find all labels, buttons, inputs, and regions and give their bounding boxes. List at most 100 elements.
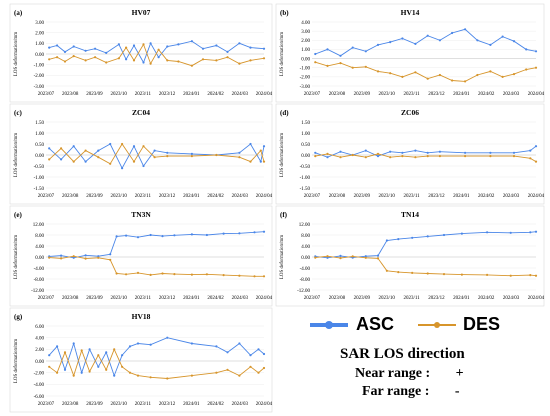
data-point-asc bbox=[351, 46, 354, 49]
data-point-des bbox=[512, 155, 516, 158]
x-tick-label: 2024/02 bbox=[478, 194, 495, 199]
y-tick-label: 0.00 bbox=[35, 154, 44, 159]
data-point-des bbox=[166, 59, 169, 62]
data-point-des bbox=[48, 256, 51, 259]
x-tick-label: 2023/08 bbox=[329, 92, 346, 97]
data-point-des bbox=[161, 272, 164, 275]
data-point-asc bbox=[249, 142, 252, 146]
data-point-des bbox=[262, 57, 266, 60]
data-point-asc bbox=[56, 44, 59, 47]
data-point-asc bbox=[190, 152, 193, 155]
data-point-asc bbox=[257, 348, 260, 351]
data-point-asc bbox=[97, 255, 100, 258]
data-point-asc bbox=[339, 54, 342, 57]
data-point-des bbox=[314, 61, 317, 64]
legend-asc-marker bbox=[325, 321, 333, 329]
y-tick-label: -12.00 bbox=[31, 289, 44, 294]
y-tick-label: 12.00 bbox=[299, 223, 311, 228]
data-point-asc bbox=[132, 44, 136, 47]
x-tick-label: 2024/03 bbox=[232, 194, 249, 199]
x-tick-label: 2024/01 bbox=[183, 92, 200, 97]
data-point-des bbox=[215, 153, 218, 157]
data-point-des bbox=[314, 256, 317, 259]
x-tick-label: 2023/09 bbox=[86, 402, 103, 407]
y-tick-label: -1.50 bbox=[300, 187, 311, 192]
data-point-asc bbox=[226, 351, 229, 354]
data-point-des bbox=[339, 62, 342, 65]
data-point-des bbox=[190, 155, 193, 158]
data-point-des bbox=[132, 160, 136, 163]
panel-letter: (c) bbox=[14, 109, 22, 117]
data-point-des bbox=[249, 365, 252, 368]
x-tick-label: 2023/08 bbox=[62, 92, 79, 97]
data-point-des bbox=[464, 155, 467, 158]
y-tick-label: -1.50 bbox=[34, 187, 45, 192]
data-point-des bbox=[529, 157, 532, 160]
data-point-des bbox=[63, 351, 67, 354]
x-tick-label: 2024/02 bbox=[478, 92, 495, 97]
x-tick-label: 2023/11 bbox=[403, 296, 420, 301]
data-point-asc bbox=[253, 231, 256, 234]
chart-panel-zc04: (c) ZC04 LOS deformation/mm 1.50 1.00 0.50 0.0… bbox=[9, 103, 273, 205]
data-point-asc bbox=[397, 238, 400, 241]
data-point-des bbox=[149, 62, 152, 65]
y-axis-label: LOS deformation/mm bbox=[280, 133, 285, 177]
far-range-row: Far range : - bbox=[362, 384, 460, 400]
y-tick-label: -3.00 bbox=[300, 85, 311, 90]
legend-swatches bbox=[310, 321, 456, 329]
data-point-des bbox=[97, 256, 100, 259]
y-tick-label: 0.50 bbox=[35, 143, 44, 148]
data-point-asc bbox=[72, 256, 75, 259]
data-point-asc bbox=[489, 43, 492, 47]
data-point-des bbox=[190, 64, 193, 67]
data-point-des bbox=[56, 371, 59, 374]
data-point-des bbox=[121, 142, 124, 146]
x-tick-label: 2023/07 bbox=[304, 92, 321, 97]
data-point-asc bbox=[153, 149, 156, 152]
data-point-asc bbox=[529, 149, 532, 152]
data-point-des bbox=[177, 60, 180, 63]
data-point-asc bbox=[238, 151, 241, 154]
data-point-des bbox=[88, 370, 91, 373]
x-tick-label: 2024/01 bbox=[183, 296, 200, 301]
chart-panel-hv14: (b) HV14 LOS deformation/mm 4.00 3.00 2.00 1.0… bbox=[275, 3, 545, 103]
legend: ASC DES SAR LOS direction Near range : +… bbox=[300, 308, 535, 408]
y-tick-label: -4.00 bbox=[300, 267, 311, 272]
data-point-des bbox=[414, 156, 417, 159]
x-tick-label: 2023/10 bbox=[110, 194, 127, 199]
data-point-asc bbox=[401, 151, 404, 154]
data-point-asc bbox=[426, 235, 429, 238]
data-point-des bbox=[173, 273, 176, 276]
data-point-des bbox=[84, 149, 87, 152]
data-point-asc bbox=[314, 52, 317, 56]
x-tick-label: 2023/09 bbox=[86, 92, 103, 97]
data-point-asc bbox=[190, 233, 193, 236]
legend-des-marker bbox=[434, 322, 440, 328]
data-point-asc bbox=[509, 231, 512, 234]
data-point-des bbox=[72, 55, 75, 58]
x-tick-label: 2023/12 bbox=[159, 194, 176, 199]
data-point-des bbox=[534, 274, 538, 277]
y-tick-label: -1.00 bbox=[300, 176, 311, 181]
data-point-des bbox=[351, 255, 354, 258]
chart-title: HV18 bbox=[132, 312, 151, 321]
data-point-asc bbox=[442, 233, 446, 237]
data-point-asc bbox=[115, 235, 118, 238]
data-point-des bbox=[411, 271, 414, 274]
x-tick-label: 2024/02 bbox=[478, 296, 495, 301]
data-point-des bbox=[401, 75, 404, 78]
x-tick-label: 2024/01 bbox=[453, 194, 470, 199]
data-point-des bbox=[501, 75, 504, 78]
series-line-asc bbox=[315, 145, 537, 158]
data-point-des bbox=[80, 349, 83, 352]
data-point-des bbox=[262, 366, 266, 370]
data-point-asc bbox=[534, 230, 538, 233]
x-tick-label: 2023/08 bbox=[62, 194, 79, 199]
data-point-asc bbox=[238, 342, 241, 345]
x-tick-label: 2023/09 bbox=[354, 92, 371, 97]
data-point-asc bbox=[512, 40, 516, 43]
y-tick-label: -8.00 bbox=[300, 278, 311, 283]
y-tick-label: 1.50 bbox=[301, 121, 310, 126]
data-point-des bbox=[438, 155, 441, 158]
data-point-des bbox=[97, 156, 100, 159]
